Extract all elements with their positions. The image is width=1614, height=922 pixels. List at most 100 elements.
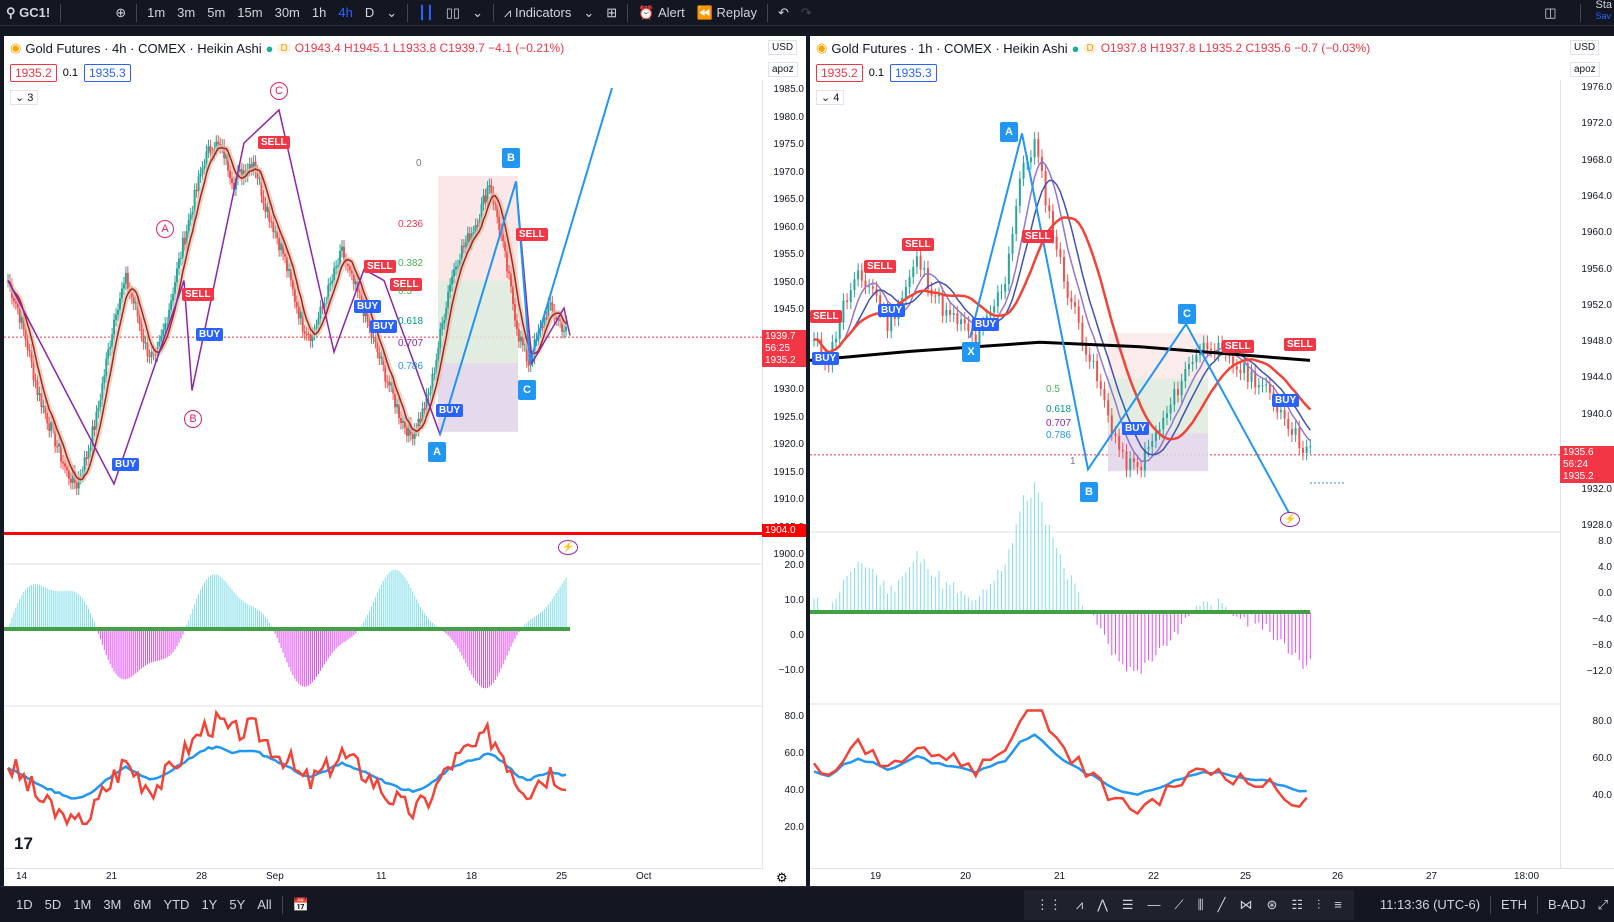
- candle-body: [1066, 281, 1069, 298]
- left-currency-select[interactable]: USD: [768, 40, 798, 55]
- horizontal-line-icon[interactable]: —: [1147, 897, 1161, 912]
- bid-chip[interactable]: 1935.2: [10, 64, 57, 82]
- range-3M[interactable]: 3M: [103, 897, 122, 912]
- left-collapse-toggle[interactable]: ⌄ 3: [10, 90, 39, 105]
- chevron-down-icon[interactable]: ⌄: [386, 4, 398, 20]
- range-All[interactable]: All: [257, 897, 272, 912]
- save-button[interactable]: Sta Sav: [1595, 0, 1612, 21]
- bar-style-icon[interactable]: ┃┃: [418, 4, 434, 20]
- candle-body: [111, 334, 114, 348]
- interval-1h[interactable]: 1h: [311, 5, 327, 20]
- interval-5m[interactable]: 5m: [207, 5, 226, 20]
- candle-body: [113, 319, 116, 335]
- candle-body: [317, 318, 320, 327]
- handle-icon[interactable]: ⋮⋮: [1035, 896, 1062, 912]
- range-5D[interactable]: 5D: [44, 897, 62, 912]
- indicators-button[interactable]: ⩘ Indicators: [504, 4, 572, 21]
- maximize-icon[interactable]: ⤢: [1597, 896, 1608, 912]
- clock-label[interactable]: 11:13:36 (UTC-6): [1379, 897, 1481, 912]
- right-time-axis[interactable]: 19 20 21 22 25 26 27 18:00: [810, 868, 1614, 886]
- range-YTD[interactable]: YTD: [163, 897, 190, 912]
- chevron-down-icon[interactable]: ⌄: [583, 4, 595, 20]
- candle-body: [291, 280, 294, 290]
- candle-body: [77, 477, 80, 489]
- xabcd-pattern-icon[interactable]: ⋈: [1239, 896, 1253, 912]
- interval-30m[interactable]: 30m: [274, 5, 300, 20]
- lightning-icon[interactable]: ⚡: [558, 540, 579, 555]
- price-tick: 1915.0: [773, 466, 804, 478]
- alert-button[interactable]: ⏰ Alert: [638, 4, 685, 21]
- candle-body: [201, 167, 204, 174]
- candle-body: [119, 298, 121, 310]
- pitchfork-icon[interactable]: ⫶: [1317, 896, 1321, 912]
- left-chart-canvas[interactable]: [4, 36, 806, 886]
- lightning-icon[interactable]: ⚡: [1280, 512, 1301, 527]
- range-5Y[interactable]: 5Y: [229, 897, 246, 912]
- price-tick: 80.0: [1592, 716, 1612, 727]
- candle-body: [1158, 429, 1161, 433]
- magnet-icon[interactable]: ⊛: [1266, 896, 1278, 912]
- right-chart-pane[interactable]: ◉ Gold Futures · 1h · COMEX · Heikin Ash…: [810, 36, 1614, 886]
- candle-body: [511, 286, 514, 304]
- candle-body: [1188, 364, 1190, 370]
- candle-body: [494, 203, 497, 205]
- abc-wave-icon[interactable]: ⋀: [1097, 896, 1108, 912]
- long-position-icon[interactable]: ⫼: [1197, 896, 1204, 912]
- compare-button[interactable]: ⊕: [115, 4, 127, 20]
- object-tree-icon[interactable]: ≡: [1334, 897, 1342, 912]
- fib-retracement-icon[interactable]: ☰: [1121, 896, 1134, 912]
- settings-gear-icon[interactable]: ⚙: [776, 870, 788, 885]
- candle-body: [813, 339, 815, 341]
- goto-date-icon[interactable]: 📅: [292, 896, 309, 912]
- right-chart-canvas[interactable]: [810, 36, 1614, 886]
- interval-D[interactable]: D: [364, 5, 375, 20]
- adjust-toggle[interactable]: B-ADJ: [1548, 897, 1586, 912]
- range-6M[interactable]: 6M: [133, 897, 152, 912]
- chevron-down-icon[interactable]: ⌄: [472, 4, 483, 20]
- candle-body: [411, 434, 414, 439]
- interval-15m[interactable]: 15m: [237, 5, 263, 20]
- interval-4h[interactable]: 4h: [338, 5, 353, 20]
- candle-body: [360, 292, 363, 304]
- trend-angle-icon[interactable]: ⟋: [1174, 896, 1184, 912]
- elliott-wave-icon[interactable]: ⩘: [1075, 896, 1084, 912]
- right-legend: ◉ Gold Futures · 1h · COMEX · Heikin Ash…: [816, 40, 1370, 56]
- candle-body: [384, 364, 387, 382]
- layout-icon[interactable]: ◫: [1544, 4, 1557, 20]
- interval-3m[interactable]: 3m: [177, 5, 196, 20]
- candle-body: [368, 321, 371, 327]
- candle-body: [1092, 360, 1095, 362]
- range-1D[interactable]: 1D: [16, 897, 33, 912]
- candle-body: [506, 251, 509, 272]
- ask-chip[interactable]: 1935.3: [84, 64, 131, 82]
- right-currency-select[interactable]: USD: [1570, 40, 1600, 55]
- right-scale-mode[interactable]: apoz: [1570, 62, 1600, 77]
- right-collapse-toggle[interactable]: ⌄ 4: [816, 90, 845, 105]
- ruler-icon[interactable]: ☷: [1291, 896, 1303, 912]
- redo-icon[interactable]: ↷: [800, 4, 812, 20]
- candle-body: [1232, 356, 1235, 367]
- range-1M[interactable]: 1M: [73, 897, 92, 912]
- templates-icon[interactable]: ⊞: [606, 4, 618, 20]
- undo-icon[interactable]: ↶: [777, 4, 789, 20]
- range-1Y[interactable]: 1Y: [201, 897, 218, 912]
- price-tick: 0.0: [790, 630, 804, 641]
- candle-body: [264, 203, 267, 212]
- price-tick: 1932.0: [1581, 484, 1612, 495]
- left-chart-pane[interactable]: ◉ Gold Futures · 4h · COMEX · Heikin Ash…: [4, 36, 806, 886]
- candle-body: [266, 206, 269, 212]
- ask-chip[interactable]: 1935.3: [890, 64, 937, 82]
- left-price-axis[interactable]: 1985.0 1980.0 1975.0 1970.0 1965.0 1960.0 1955…: [762, 80, 806, 870]
- trendline-icon[interactable]: ╱: [1217, 896, 1226, 912]
- xabcd-pattern-line: [969, 133, 1291, 516]
- left-scale-mode[interactable]: apoz: [768, 62, 798, 77]
- interval-1m[interactable]: 1m: [147, 5, 166, 20]
- candle-type-icon[interactable]: ▯▯: [445, 4, 461, 20]
- symbol-search[interactable]: ⚲ GC1!: [6, 4, 51, 21]
- left-time-axis[interactable]: 14 21 28 Sep 11 18 25 Oct: [4, 868, 764, 886]
- candle-body: [1063, 256, 1065, 282]
- session-toggle[interactable]: ETH: [1501, 897, 1528, 912]
- replay-button[interactable]: ⏪ Replay: [696, 4, 757, 21]
- bid-chip[interactable]: 1935.2: [816, 64, 863, 82]
- time-tick: 25: [556, 871, 568, 882]
